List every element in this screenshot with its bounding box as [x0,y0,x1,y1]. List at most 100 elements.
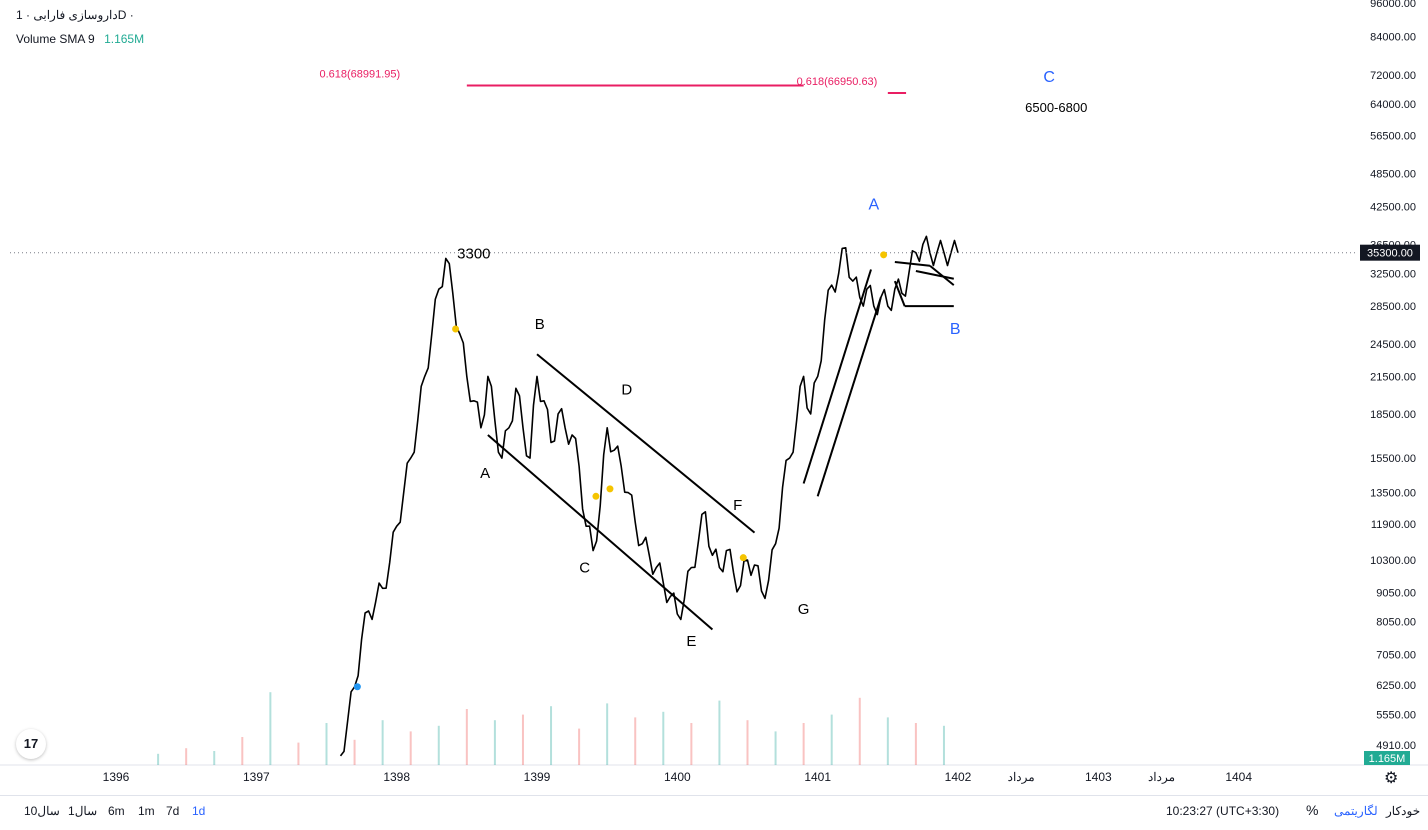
volume-bar [353,739,356,765]
y-axis: 96000.00 84000.00 72000.00 64000.00 56500.00… [1360,0,1420,765]
y-tick-label: 13500.00 [1370,488,1416,500]
y-tick-label: 28500.00 [1370,301,1416,313]
y-tick-label: 5550.00 [1376,709,1416,721]
y-tick-label: 72000.00 [1370,70,1416,82]
tf-1d[interactable]: 1d [192,804,206,818]
wave-label-blue: C [1043,69,1055,86]
auto-toggle[interactable]: خودکار [1386,804,1421,818]
y-tick-label: 21500.00 [1370,371,1416,383]
clock[interactable]: 10:23:27 (UTC+3:30) [1166,804,1280,818]
x-axis: 951396139713981399140014011402مرداد1403م… [103,770,1253,784]
volume-bar [241,737,244,765]
wave-label: C [579,560,590,577]
tf-6m[interactable]: 6m [108,804,125,818]
dividend-marker [606,485,614,493]
tf-7d[interactable]: 7d [166,804,180,818]
y-tick-label: 64000.00 [1370,99,1416,111]
fib-label: 0.618(68991.95) [319,68,400,80]
tf-10y[interactable]: 10سال [24,804,60,818]
price-series [339,235,959,757]
price-line [339,235,959,757]
x-tick-label: 1401 [804,770,831,784]
x-tick-label: 1397 [243,770,270,784]
volume-bar [325,723,328,765]
wave-label: F [733,497,742,514]
wave-label: 3300 [457,245,490,262]
bottom-toolbar: 10سال 1سال 6m 1m 7d 1d 10:23:27 (UTC+3:3… [0,795,1428,830]
y-tick-label: 7050.00 [1376,650,1416,662]
volume-bar [606,703,609,765]
trend-line [915,270,954,280]
wave-label: D [621,381,632,398]
y-tick-label: 32500.00 [1370,268,1416,280]
volume-bar [465,709,468,765]
volume-bar [914,723,917,765]
wave-label-blue: A [868,196,879,213]
y-tick-label: 8050.00 [1376,617,1416,629]
volume-bar [157,753,160,765]
y-tick-label: 24500.00 [1370,339,1416,351]
x-tick-label: 1402 [945,770,972,784]
trend-line [802,269,872,484]
wave-label: G [798,601,810,618]
dividend-marker [592,492,600,500]
target-range-label: 6500-6800 [1025,100,1087,115]
volume-bar [718,700,721,765]
x-tick-label: 1400 [664,770,691,784]
x-tick-label: مرداد [1148,770,1175,784]
annotations: 0.618(68991.95) 0.618(66950.63) 3300 B A D C F E… [10,68,1355,691]
y-tick-label: 42500.00 [1370,201,1416,213]
trend-line [816,297,882,497]
tf-1m[interactable]: 1m [138,804,155,818]
symbol-legend: داروسازی فارابی · 1D · [16,8,134,22]
tf-1y[interactable]: 1سال [68,804,98,818]
trend-line [893,280,906,307]
dividend-marker [452,325,460,333]
x-tick-label: مرداد [1008,770,1035,784]
volume-bar [886,717,889,765]
x-tick-label: 1399 [524,770,551,784]
wave-label: A [480,465,490,482]
y-tick-label: 56500.00 [1370,130,1416,142]
wave-label-blue: B [950,321,961,338]
volume-bar [662,711,665,765]
wave-label: B [535,316,545,333]
x-tick-label: 1396 [103,770,130,784]
volume-bar [437,725,440,765]
wave-label: E [686,633,696,650]
y-tick-label: 84000.00 [1370,31,1416,43]
trend-line [894,261,931,267]
volume-label: Volume SMA 9 [16,32,95,46]
volume-bar [774,731,777,765]
gear-icon[interactable]: ⚙ [1384,770,1399,787]
volume-sma-tag: 1.165M [1369,753,1406,765]
volume-bar [269,692,272,765]
percent-toggle[interactable]: % [1306,802,1319,818]
volume-bar [634,717,637,765]
current-price-tag: 35300.00 [1367,248,1413,260]
volume-sma-tag-bg [1364,751,1410,765]
volume-bar [690,723,693,765]
event-marker [353,683,361,691]
volume-bar [521,714,524,765]
volume-value: 1.165M [104,32,145,46]
y-tick-label: 96000.00 [1370,0,1416,10]
volume-bar [409,731,412,765]
volume-bar [802,723,805,765]
volume-bar [746,720,749,765]
current-price-tag-bg [1360,244,1420,261]
volume-bar [830,714,833,765]
trend-line [536,353,756,534]
log-toggle[interactable]: لگاریتمی [1334,804,1378,818]
x-tick-label: 1404 [1225,770,1252,784]
volume-bar [213,751,216,765]
volume-bar [185,748,188,765]
dividend-marker [739,554,747,562]
volume-bar [858,697,861,765]
dividend-marker [880,251,888,259]
tradingview-logo-icon[interactable]: 17 [16,729,46,759]
volume-legend: Volume SMA 9 1.165M [16,32,144,46]
y-tick-label: 10300.00 [1370,555,1416,567]
y-tick-label: 9050.00 [1376,587,1416,599]
